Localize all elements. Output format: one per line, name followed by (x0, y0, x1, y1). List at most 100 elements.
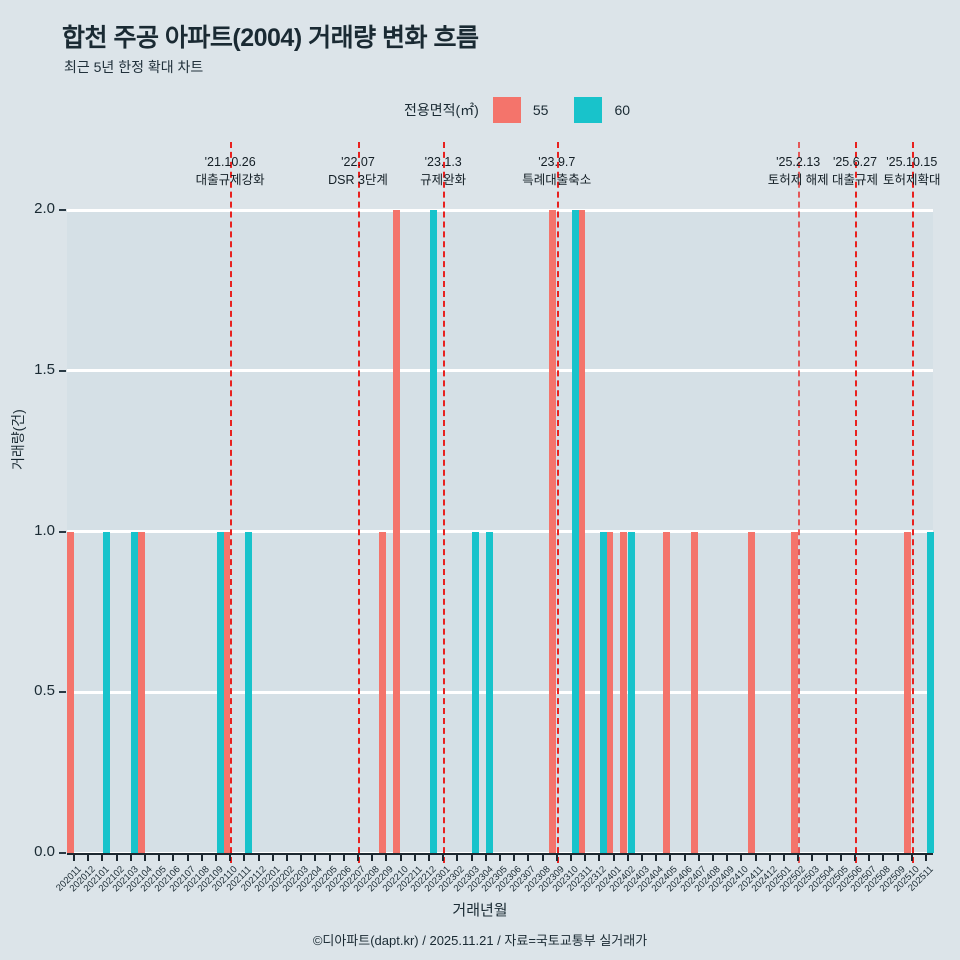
x-axis-tick-mark (896, 853, 899, 861)
bar[interactable] (577, 210, 585, 853)
gridline (67, 369, 933, 373)
bar[interactable] (606, 531, 614, 853)
bar[interactable] (599, 531, 607, 853)
y-axis-label: 거래량(건) (10, 409, 26, 470)
x-axis-tick-mark (371, 853, 374, 861)
x-axis-tick-mark (655, 853, 658, 861)
x-axis-tick-mark (200, 853, 203, 861)
bar[interactable] (393, 210, 401, 853)
bar[interactable] (748, 531, 756, 853)
x-axis-tick-mark (484, 853, 487, 861)
gridline (67, 530, 933, 533)
bar[interactable] (926, 531, 934, 853)
x-axis-tick-mark (115, 853, 118, 861)
x-axis-tick-mark (470, 853, 473, 861)
x-axis-tick-mark (300, 853, 303, 861)
gridline (67, 690, 933, 694)
event-annotation: '25.10.15 토허제확대 (832, 153, 960, 189)
bar[interactable] (244, 531, 252, 853)
event-line (556, 142, 559, 863)
bar[interactable] (472, 531, 480, 853)
x-axis-tick-mark (768, 853, 771, 861)
x-axis-tick-mark (271, 853, 274, 861)
legend: 전용면적(㎡) 55 60 (404, 96, 656, 124)
y-axis-tick-mark (59, 369, 66, 372)
y-axis-tick-label: 2.0 (34, 200, 55, 217)
x-axis-tick-mark (712, 853, 714, 861)
x-axis-tick-mark (783, 853, 785, 861)
bar[interactable] (131, 531, 139, 853)
event-line (798, 142, 801, 863)
x-axis-tick-mark (87, 853, 90, 861)
x-axis-tick-mark (925, 853, 927, 861)
y-axis-tick-mark (59, 530, 66, 533)
bar[interactable] (549, 210, 557, 853)
x-axis-tick-mark (598, 853, 601, 861)
x-axis-tick-mark (825, 853, 828, 861)
bar[interactable] (486, 531, 494, 853)
x-axis-tick-mark (527, 853, 530, 861)
bar[interactable] (628, 531, 636, 853)
x-axis-tick-mark (854, 853, 856, 861)
event-date: '25.10.15 (886, 155, 938, 169)
y-axis-tick-mark (59, 691, 66, 694)
x-axis-tick-mark (243, 853, 246, 861)
bar[interactable] (102, 531, 110, 853)
event-line (911, 142, 914, 863)
x-axis-tick-mark (612, 853, 615, 861)
bar[interactable] (378, 531, 386, 853)
bar[interactable] (137, 531, 145, 853)
x-axis-tick-mark (754, 853, 757, 861)
x-axis-tick-mark (499, 853, 501, 861)
x-axis-tick-mark (186, 853, 189, 861)
legend-swatch-60 (574, 97, 603, 123)
bar[interactable] (429, 210, 437, 853)
bar[interactable] (222, 531, 230, 853)
x-axis-tick-mark (158, 853, 161, 861)
legend-label-60: 60 (614, 102, 631, 118)
x-axis-tick-mark (342, 853, 345, 861)
bar[interactable] (662, 531, 670, 853)
y-axis-tick-label: 0.0 (34, 843, 55, 860)
x-axis-tick-mark (101, 853, 104, 861)
x-axis-tick-mark (513, 853, 516, 861)
bar[interactable] (620, 531, 628, 853)
x-axis-tick-mark (73, 853, 75, 861)
bar[interactable] (571, 210, 579, 853)
legend-label-55: 55 (532, 102, 549, 118)
bar[interactable] (216, 531, 224, 853)
bar[interactable] (691, 531, 699, 853)
x-axis-tick-mark (626, 853, 629, 861)
bar[interactable] (790, 531, 798, 853)
y-axis-tick-label: 0.5 (34, 682, 55, 700)
legend-swatch-55 (492, 97, 521, 123)
x-axis-tick-mark (797, 853, 800, 861)
x-axis-tick-mark (811, 853, 814, 861)
x-axis-tick-mark (428, 853, 430, 861)
event-line (230, 142, 233, 863)
x-axis-tick-mark (882, 853, 885, 861)
x-axis-tick-mark (697, 853, 700, 861)
x-axis-label: 거래년월 (452, 902, 508, 919)
plot-area (66, 142, 934, 863)
gridline (67, 208, 933, 212)
x-axis-tick-mark (839, 853, 842, 861)
y-axis-tick-mark (59, 209, 66, 211)
y-axis-tick-label: 1.5 (34, 360, 55, 378)
x-axis-tick-mark (868, 853, 871, 861)
x-axis-tick-mark (286, 853, 288, 861)
x-axis-tick-mark (413, 853, 416, 861)
x-axis-tick-mark (584, 853, 587, 861)
event-line (358, 142, 360, 863)
x-axis-tick-mark (669, 853, 672, 861)
x-axis-tick-mark (229, 853, 232, 861)
x-axis-tick-mark (641, 853, 643, 861)
x-axis-tick-mark (215, 853, 217, 861)
x-axis-tick-mark (257, 853, 260, 861)
bar[interactable] (66, 531, 74, 853)
page-subtitle: 최근 5년 한정 확대 차트 (64, 59, 204, 75)
bar[interactable] (904, 531, 912, 853)
x-axis-tick-mark (144, 853, 146, 861)
footer-credit: ©디아파트(dapt.kr) / 2025.11.21 / 자료=국토교통부 실… (312, 933, 648, 948)
